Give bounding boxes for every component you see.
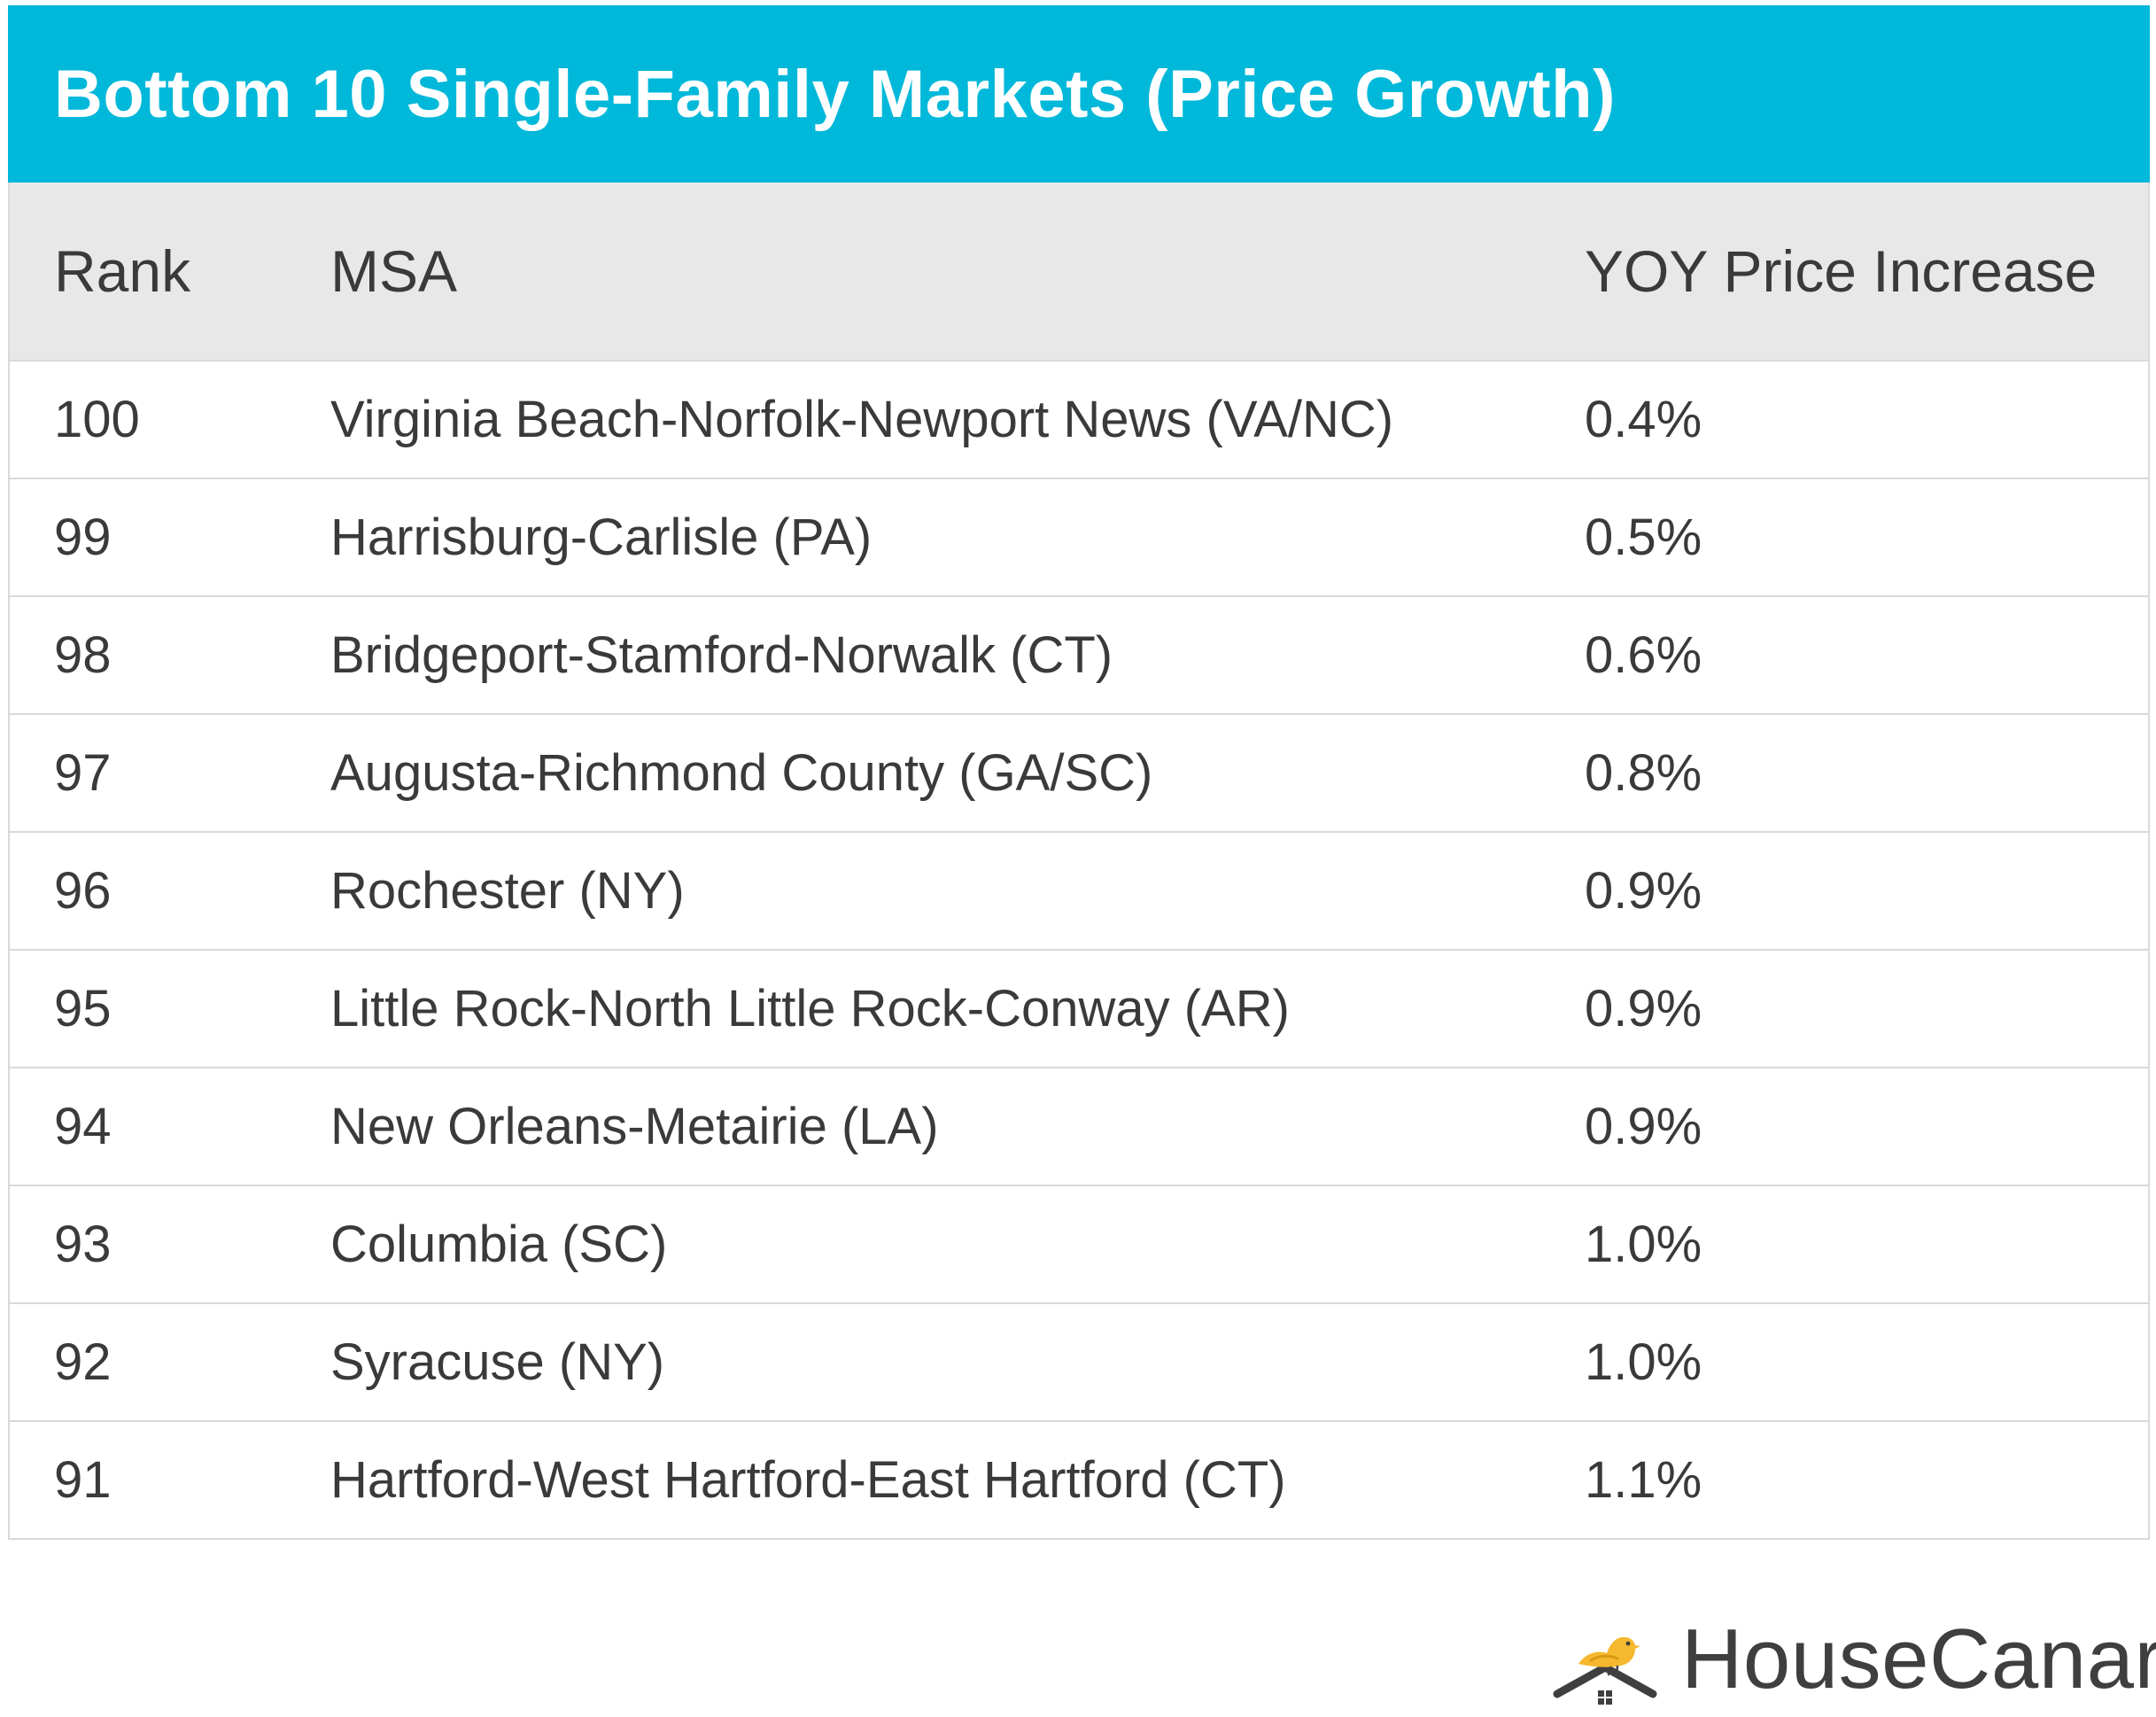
yoy-cell: 0.6% xyxy=(1585,626,1702,684)
rank-cell: 91 xyxy=(54,1451,112,1509)
table-body: 100 Virginia Beach-Norfolk-Newport News (… xyxy=(10,360,2148,1538)
msa-cell: Bridgeport-Stamford-Norwalk (CT) xyxy=(330,626,1113,684)
table-row: 97 Augusta-Richmond County (GA/SC) 0.8% xyxy=(10,713,2148,831)
yoy-cell: 0.8% xyxy=(1585,744,1702,802)
table-row: 96 Rochester (NY) 0.9% xyxy=(10,831,2148,949)
yoy-cell: 0.9% xyxy=(1585,980,1702,1037)
table-row: 93 Columbia (SC) 1.0% xyxy=(10,1185,2148,1302)
table-row: 98 Bridgeport-Stamford-Norwalk (CT) 0.6% xyxy=(10,595,2148,713)
table-title: Bottom 10 Single-Family Markets (Price G… xyxy=(54,56,1616,132)
yoy-cell: 1.0% xyxy=(1585,1216,1702,1273)
rank-cell: 97 xyxy=(54,744,112,802)
msa-cell: Rochester (NY) xyxy=(330,862,685,920)
table-card: Bottom 10 Single-Family Markets (Price G… xyxy=(8,5,2150,1540)
msa-cell: Columbia (SC) xyxy=(330,1216,668,1273)
yoy-cell: 1.0% xyxy=(1585,1333,1702,1391)
column-header-yoy: YOY Price Increase xyxy=(1585,238,2098,304)
column-header-msa: MSA xyxy=(330,238,458,304)
yoy-cell: 1.1% xyxy=(1585,1451,1702,1509)
yoy-cell: 0.5% xyxy=(1585,509,1702,566)
rank-cell: 98 xyxy=(54,626,112,684)
rank-cell: 95 xyxy=(54,980,112,1037)
table-row: 95 Little Rock-North Little Rock-Conway (… xyxy=(10,949,2148,1067)
table-row: 91 Hartford-West Hartford-East Hartford (… xyxy=(10,1420,2148,1538)
canary-on-house-icon xyxy=(1553,1636,1657,1705)
yoy-cell: 0.9% xyxy=(1585,1098,1702,1155)
rank-cell: 92 xyxy=(54,1333,112,1391)
brand-lockup: HouseCanary xyxy=(1552,1602,2156,1717)
rank-cell: 100 xyxy=(54,391,140,448)
msa-cell: Syracuse (NY) xyxy=(330,1333,665,1391)
msa-cell: Hartford-West Hartford-East Hartford (CT… xyxy=(330,1451,1286,1509)
rank-cell: 94 xyxy=(54,1098,112,1155)
msa-cell: Augusta-Richmond County (GA/SC) xyxy=(330,744,1153,802)
rank-cell: 96 xyxy=(54,862,112,920)
msa-cell: Virginia Beach-Norfolk-Newport News (VA/… xyxy=(330,391,1394,448)
title-bar: Bottom 10 Single-Family Markets (Price G… xyxy=(8,5,2150,183)
table-row: 100 Virginia Beach-Norfolk-Newport News (… xyxy=(10,360,2148,478)
yoy-cell: 0.9% xyxy=(1585,862,1702,920)
rank-cell: 93 xyxy=(54,1216,112,1273)
column-header-rank: Rank xyxy=(54,238,191,304)
yoy-cell: 0.4% xyxy=(1585,391,1702,448)
rank-cell: 99 xyxy=(54,509,112,566)
msa-cell: Little Rock-North Little Rock-Conway (AR… xyxy=(330,980,1290,1037)
table-row: 94 New Orleans-Metairie (LA) 0.9% xyxy=(10,1067,2148,1185)
table-row: 99 Harrisburg-Carlisle (PA) 0.5% xyxy=(10,478,2148,595)
msa-cell: Harrisburg-Carlisle (PA) xyxy=(330,509,872,566)
brand-name: HouseCanary xyxy=(1681,1612,2156,1706)
msa-cell: New Orleans-Metairie (LA) xyxy=(330,1098,939,1155)
table-row: 92 Syracuse (NY) 1.0% xyxy=(10,1302,2148,1420)
header-row: Rank MSA YOY Price Increase xyxy=(10,183,2148,360)
data-table: Rank MSA YOY Price Increase 100 Virginia … xyxy=(8,183,2150,1540)
